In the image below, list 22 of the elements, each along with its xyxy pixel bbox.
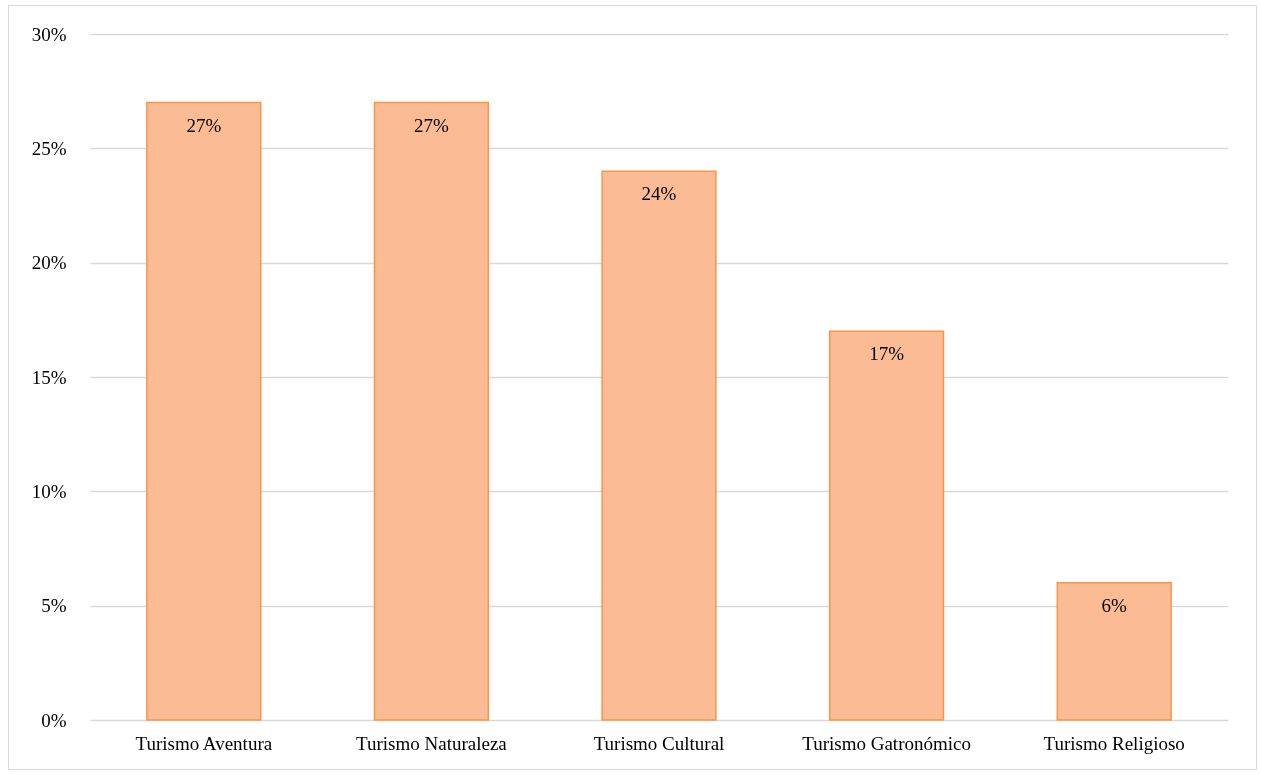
y-tick-label: 30% [31,23,67,45]
y-tick-label: 25% [31,137,67,159]
bar [601,170,717,721]
y-tick-label: 5% [41,595,67,617]
x-tick-label: Turismo Naturaleza [356,732,508,754]
y-tick-label: 20% [31,252,67,274]
y-tick-label: 10% [31,480,67,502]
y-tick-label: 0% [41,709,67,731]
data-label: 27% [413,114,449,136]
x-tick-label: Turismo Religioso [1043,732,1185,754]
x-tick-label: Turismo Cultural [593,732,725,754]
x-tick-label: Turismo Aventura [135,732,273,754]
bar [146,101,262,721]
bar [373,101,490,721]
bar [828,330,945,721]
data-label: 27% [186,114,222,136]
data-label: 24% [641,183,677,205]
data-label: 17% [869,343,905,365]
bar [1056,582,1172,721]
y-tick-label: 15% [31,366,67,388]
x-tick-label: Turismo Gatronómico [802,732,971,754]
data-label: 6% [1101,594,1128,616]
